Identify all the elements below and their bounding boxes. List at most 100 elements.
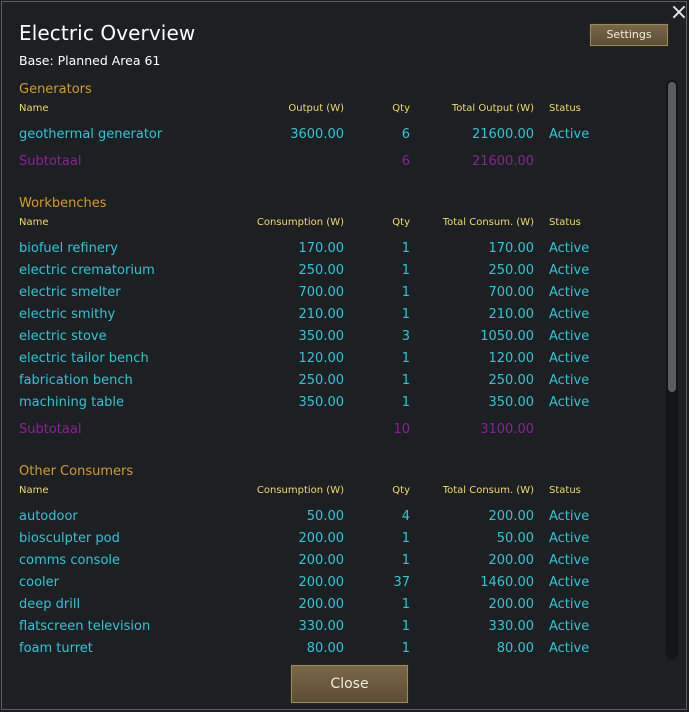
row-qty: 1 [401, 395, 410, 410]
row-per-unit: 350.00 [298, 395, 345, 410]
row-per-unit: 700.00 [298, 285, 345, 300]
row-total: 80.00 [496, 641, 534, 656]
row-name: electric crematorium [19, 263, 155, 278]
row-qty: 1 [401, 241, 410, 256]
row-name: biofuel refinery [19, 241, 118, 256]
row-name: deep drill [19, 597, 81, 612]
row-per-unit: 200.00 [298, 597, 345, 612]
column-header-qty: Qty [392, 217, 410, 228]
row-status: Active [549, 373, 590, 388]
row-per-unit: 80.00 [306, 641, 344, 656]
row-name: autodoor [19, 509, 78, 524]
row-name: foam turret [19, 641, 93, 656]
column-header-qty: Qty [392, 485, 410, 496]
row-qty: 1 [401, 263, 410, 278]
row-total: 330.00 [488, 619, 535, 634]
row-qty: 1 [401, 531, 410, 546]
overview-list: Generators Name Output (W) Qty Total Output … [2, 77, 662, 661]
row-per-unit: 200.00 [298, 575, 345, 590]
row-status: Active [549, 531, 590, 546]
row-name: electric tailor bench [19, 351, 149, 366]
row-status: Active [549, 351, 590, 366]
row-qty: 1 [401, 553, 410, 568]
subtotal-qty: 10 [393, 422, 410, 437]
subtotal-label: Subtotaal [19, 422, 82, 437]
row-status: Active [549, 619, 590, 634]
row-status: Active [549, 509, 590, 524]
row-per-unit: 200.00 [298, 531, 345, 546]
column-header-status: Status [549, 485, 581, 496]
base-subtitle: Base: Planned Area 61 [19, 53, 161, 68]
column-header-status: Status [549, 217, 581, 228]
row-total: 250.00 [488, 263, 535, 278]
row-status: Active [549, 395, 590, 410]
row-qty: 1 [401, 307, 410, 322]
row-name: cooler [19, 575, 60, 590]
row-name: electric stove [19, 329, 107, 344]
subtotal-total: 3100.00 [480, 422, 534, 437]
section-title-generators: Generators [19, 82, 92, 97]
row-total: 170.00 [488, 241, 535, 256]
scrollbar-thumb[interactable] [668, 82, 676, 392]
subtotal-label: Subtotaal [19, 154, 82, 169]
row-status: Active [549, 575, 590, 590]
subtotal-total: 21600.00 [471, 154, 534, 169]
column-header-name: Name [19, 217, 49, 228]
row-per-unit: 330.00 [298, 619, 345, 634]
row-name: geothermal generator [19, 127, 163, 142]
row-qty: 6 [401, 127, 410, 142]
row-total: 200.00 [488, 597, 535, 612]
row-total: 50.00 [496, 531, 534, 546]
row-qty: 1 [401, 597, 410, 612]
row-qty: 37 [393, 575, 410, 590]
row-name: comms console [19, 553, 121, 568]
settings-button[interactable]: Settings [589, 23, 669, 47]
row-name: flatscreen television [19, 619, 151, 634]
row-status: Active [549, 553, 590, 568]
row-qty: 4 [401, 509, 410, 524]
row-status: Active [549, 285, 590, 300]
row-status: Active [549, 127, 590, 142]
section-title-workbenches: Workbenches [19, 196, 107, 211]
row-per-unit: 3600.00 [290, 127, 344, 142]
row-total: 350.00 [488, 395, 535, 410]
row-per-unit: 250.00 [298, 373, 345, 388]
row-qty: 1 [401, 641, 410, 656]
scrollbar[interactable] [666, 80, 678, 660]
row-name: electric smelter [19, 285, 121, 300]
row-total: 700.00 [488, 285, 535, 300]
row-total: 200.00 [488, 509, 535, 524]
row-status: Active [549, 307, 590, 322]
row-name: electric smithy [19, 307, 116, 322]
row-status: Active [549, 263, 590, 278]
column-header-name: Name [19, 485, 49, 496]
subtotal-qty: 6 [401, 154, 410, 169]
row-per-unit: 200.00 [298, 553, 345, 568]
close-button[interactable]: Close [290, 664, 409, 704]
row-per-unit: 250.00 [298, 263, 345, 278]
row-status: Active [549, 641, 590, 656]
row-status: Active [549, 597, 590, 612]
row-total: 21600.00 [471, 127, 534, 142]
row-total: 250.00 [488, 373, 535, 388]
row-per-unit: 170.00 [298, 241, 345, 256]
row-total: 200.00 [488, 553, 535, 568]
row-qty: 1 [401, 351, 410, 366]
row-qty: 1 [401, 373, 410, 388]
row-per-unit: 50.00 [306, 509, 344, 524]
window-title: Electric Overview [19, 21, 196, 45]
column-header-per-unit: Output (W) [288, 103, 344, 114]
row-total: 1050.00 [480, 329, 534, 344]
close-icon[interactable]: × [669, 0, 689, 25]
section-title-other: Other Consumers [19, 464, 134, 479]
column-header-per-unit: Consumption (W) [256, 217, 344, 228]
column-header-name: Name [19, 103, 49, 114]
column-header-total: Total Consum. (W) [442, 217, 534, 228]
row-per-unit: 350.00 [298, 329, 345, 344]
row-name: biosculpter pod [19, 531, 120, 546]
row-qty: 3 [401, 329, 410, 344]
row-status: Active [549, 329, 590, 344]
row-per-unit: 210.00 [298, 307, 345, 322]
row-qty: 1 [401, 285, 410, 300]
